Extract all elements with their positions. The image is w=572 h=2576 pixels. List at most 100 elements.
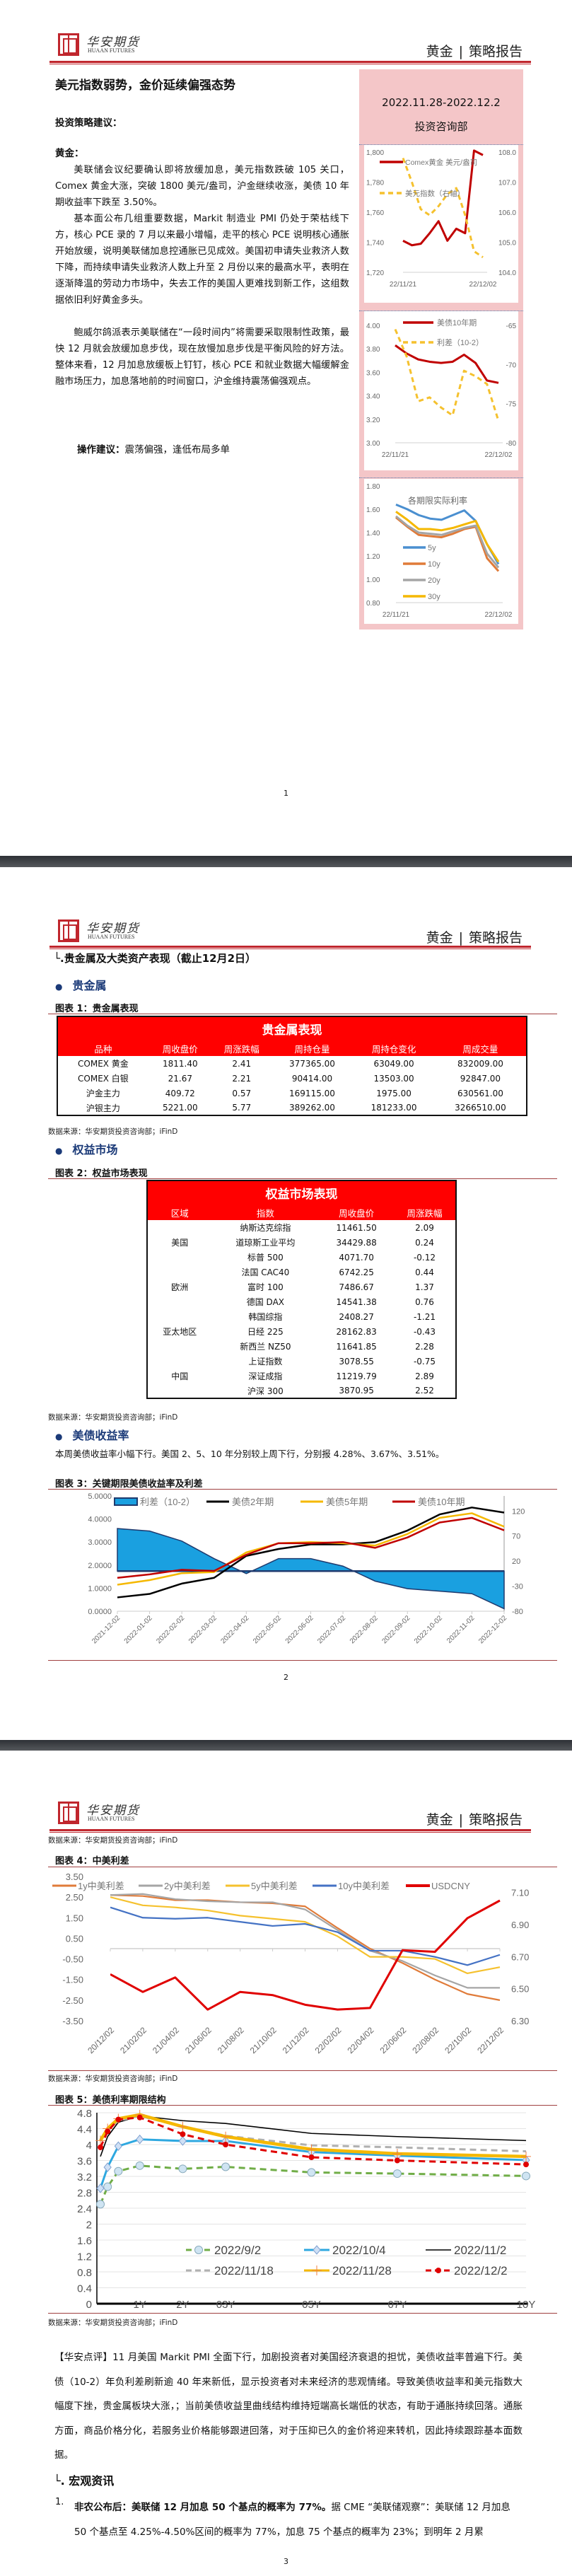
paragraph: 基本面公布几组重要数据，Markit 制造业 PMI 仍处于荣枯线下方，核心 P… — [55, 214, 349, 306]
circle-marker — [307, 2168, 316, 2177]
report-header: 黄金 | 策略报告 — [424, 1809, 525, 1828]
diamond-marker — [96, 2183, 105, 2193]
plus-marker — [177, 2121, 188, 2132]
column-header: 区域 — [147, 1205, 212, 1220]
dot-marker — [136, 2114, 143, 2120]
table-cell: COMEX 白银 — [78, 1074, 129, 1084]
x-tick-label: 2021-12-02 — [91, 1614, 122, 1645]
operation-advice: 操作建议：震荡偏强，逢低布局多单 — [77, 441, 230, 456]
logo-text-en: HUAAN FUTURES — [88, 47, 135, 54]
subsection-label: 美债收益率 — [72, 1429, 129, 1442]
x-tick-label: 10Y — [517, 2299, 536, 2311]
page-break — [0, 856, 572, 867]
page-number: 2 — [284, 1673, 288, 1682]
x-tick-label: 22/04/02 — [346, 2025, 376, 2055]
x-tick-label: 2022-01-02 — [123, 1614, 154, 1645]
treasury-spread-chart: 3.00 3.20 3.40 3.60 3.80 4.00 -80 -75 -70 -65 22/1… — [364, 311, 518, 470]
table-cell: 630561.00 — [457, 1088, 503, 1098]
table-cell: 4071.70 — [339, 1252, 374, 1263]
series-line — [99, 2164, 527, 2205]
header-divider — [49, 61, 531, 64]
y-tick-label: 1.20 — [366, 553, 380, 561]
y-tick-label: 1,760 — [366, 209, 384, 217]
y-tick-label: -0.50 — [62, 1954, 83, 1965]
logo-text-en: HUAAN FUTURES — [88, 934, 135, 940]
y-tick-label-right: -70 — [506, 361, 517, 369]
operation-label: 操作建议： — [77, 444, 125, 456]
table-cell: 5221.00 — [162, 1103, 198, 1113]
column-header: 周持仓量 — [271, 1040, 354, 1056]
divider — [48, 1489, 557, 1490]
data-source: 数据来源：华安期货投资咨询部；iFinD — [48, 1413, 178, 1422]
y-tick-label: 2.0000 — [88, 1562, 112, 1570]
x-tick-label: 2022-06-02 — [284, 1614, 315, 1645]
news-item: 非农公布后：美联储 12 月加息 50 个基点的概率为 77%。据 CME “美… — [74, 2495, 524, 2545]
table-cell: 409.72 — [165, 1088, 195, 1098]
sidebar: 2022.11.28-2022.12.2 投资咨询部 1,720 1,740 1,7… — [359, 69, 523, 630]
news-headline: 非农公布后：美联储 12 月加息 50 个基点的概率为 77%。 — [74, 2502, 332, 2513]
legend-label: 2022/12/2 — [454, 2264, 508, 2278]
table-cell: 韩国综指 — [248, 1312, 283, 1322]
date-range: 2022.11.28-2022.12.2 — [382, 96, 501, 109]
table-cell: 11219.79 — [336, 1371, 377, 1381]
y-tick-label: 0.50 — [66, 1933, 83, 1944]
y-tick-label: -1.50 — [62, 1975, 83, 1985]
table-cell: 7486.67 — [339, 1282, 374, 1292]
divider — [359, 477, 523, 478]
x-tick-label: 2022-02-02 — [155, 1614, 186, 1645]
table-cell: 0.76 — [415, 1296, 434, 1307]
plus-marker — [392, 2148, 402, 2159]
x-tick-label: 2022-07-02 — [316, 1614, 347, 1645]
y-tick-label-right: 7.10 — [511, 1888, 529, 1898]
table-row: 新西兰 NZ50 11641.85 2.28 — [147, 1339, 456, 1354]
diamond-marker — [136, 2134, 144, 2145]
header-divider — [49, 946, 531, 949]
subsection-label: 贵金属 — [72, 979, 107, 992]
legend-swatch — [114, 1497, 138, 1506]
y-tick-label: 3.0000 — [88, 1538, 112, 1547]
circle-marker — [194, 2246, 203, 2254]
y-tick-label-right: -80 — [506, 440, 517, 448]
table-row: 美国 纳斯达克综指 11461.50 2.09 — [147, 1220, 456, 1248]
divider — [48, 2313, 557, 2314]
y-tick-label-right: -30 — [512, 1583, 523, 1591]
table-cell: 2.41 — [232, 1058, 252, 1069]
table-cell: 2408.27 — [339, 1311, 374, 1322]
legend-label: 2022/10/4 — [332, 2244, 386, 2257]
figure-title: 图表 1：贵金属表现 — [55, 1004, 139, 1014]
table-cell: 沪银主力 — [86, 1103, 120, 1113]
data-source: 数据来源：华安期货投资咨询部；iFinD — [48, 2319, 178, 2327]
table-cell: 标普 500 — [247, 1253, 284, 1263]
logo-text-cn: 华安期货 — [86, 1804, 140, 1818]
operation-text: 震荡偏强，逢低布局多单 — [124, 444, 230, 456]
y-tick-label-right: 6.70 — [511, 1951, 529, 1962]
circle-marker — [221, 2162, 230, 2171]
table-title: 贵金属表现 — [57, 1016, 527, 1040]
logo-mark-icon — [58, 33, 79, 56]
table-cell: 3266510.00 — [455, 1103, 506, 1113]
x-tick-label: 2022-09-02 — [380, 1614, 412, 1645]
legend-label: 美元指数（右轴） — [405, 189, 465, 198]
x-tick-label: 22/12/02 — [485, 451, 513, 459]
legend-label: 美债10年期 — [437, 318, 477, 327]
y-tick-label: 3.6 — [77, 2156, 92, 2168]
header-separator: | — [458, 1812, 463, 1828]
table-cell: 2.09 — [415, 1222, 434, 1233]
table-cell: 377365.00 — [289, 1058, 335, 1069]
series-line — [110, 1899, 501, 2011]
huaan-commentary: 【华安点评】11 月美国 Markit PMI 全面下行，加剧投资者对美国经济衰… — [54, 2352, 523, 2461]
x-tick-label: 2Y — [176, 2299, 189, 2311]
table-cell: 富时 100 — [247, 1282, 284, 1292]
logo-mark-icon — [58, 919, 79, 942]
data-source: 数据来源：华安期货投资咨询部；iFinD — [48, 1127, 178, 1136]
y-tick-label-right: 108.0 — [498, 149, 516, 157]
y-tick-label: 1.0000 — [88, 1584, 112, 1593]
series-line — [110, 1906, 501, 1966]
y-tick-label: 1.6 — [77, 2235, 92, 2247]
table-cell: 5.77 — [232, 1103, 252, 1113]
company-logo: 华安期货 HUAAN FUTURES — [58, 919, 150, 942]
report-header: 黄金 | 策略报告 — [424, 927, 525, 946]
y-tick-label: 1.80 — [366, 483, 380, 491]
x-tick-label: 21/08/02 — [216, 2025, 246, 2055]
plus-marker — [521, 2151, 531, 2162]
